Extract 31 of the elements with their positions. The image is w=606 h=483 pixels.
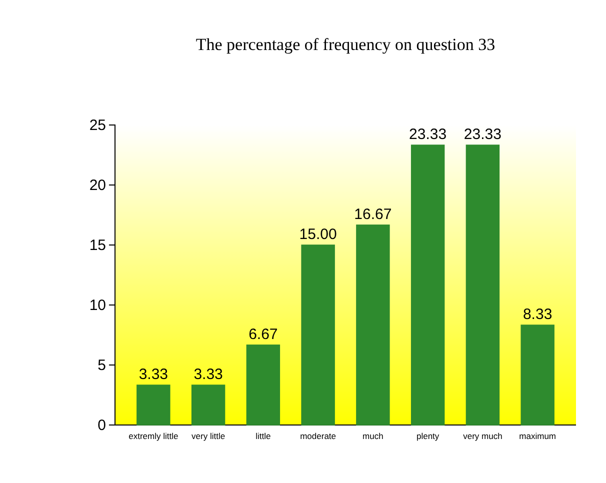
- y-tick-label: 20: [89, 176, 106, 194]
- bar: [520, 324, 554, 426]
- x-tick-label: little: [256, 431, 272, 442]
- x-tick-label: much: [362, 431, 384, 442]
- data-label: 6.67: [248, 326, 278, 343]
- y-tick-label: 5: [98, 356, 106, 374]
- bar: [356, 224, 390, 426]
- data-label: 16.67: [354, 206, 392, 223]
- bar: [301, 244, 335, 426]
- x-tick-label: very little: [192, 431, 226, 442]
- y-tick-label: 10: [89, 296, 106, 314]
- data-label: 3.33: [138, 366, 168, 384]
- chart-title: The percentage of frequency on question 33: [196, 35, 496, 54]
- bar: [246, 344, 280, 426]
- y-tick-label: 0: [98, 416, 106, 434]
- x-tick-label: maximum: [519, 431, 556, 442]
- bar: [466, 144, 500, 426]
- data-label: 15.00: [299, 226, 337, 243]
- data-label: 23.33: [409, 126, 447, 144]
- x-tick-label: plenty: [416, 431, 440, 442]
- x-tick-label: moderate: [300, 431, 336, 442]
- bar: [136, 384, 170, 426]
- y-tick-label: 15: [89, 236, 106, 254]
- data-label: 8.33: [522, 306, 552, 324]
- x-tick-label: very much: [463, 431, 503, 442]
- y-tick-label: 25: [89, 116, 106, 134]
- bar: [410, 144, 445, 426]
- data-label: 23.33: [464, 126, 502, 144]
- bar: [191, 384, 226, 426]
- data-label: 3.33: [194, 366, 223, 384]
- x-tick-label: extremly little: [128, 431, 178, 442]
